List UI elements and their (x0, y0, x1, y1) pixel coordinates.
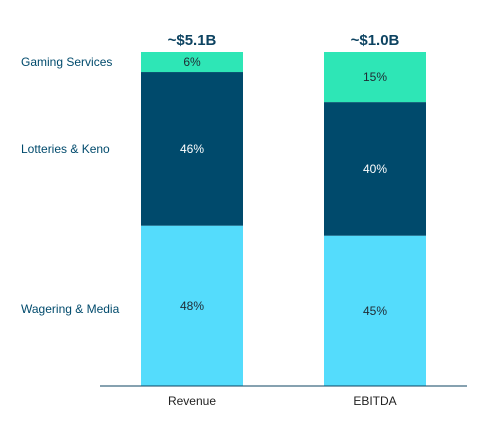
total-label-revenue: ~$5.1B (168, 32, 217, 49)
data-label-ebitda-wagering-media: 45% (363, 304, 387, 318)
bar-segment-ebitda-gaming-services (324, 52, 426, 103)
total-label-ebitda: ~$1.0B (351, 32, 400, 49)
data-label-revenue-wagering-media: 48% (180, 299, 204, 313)
legend-item-wagering-media: Wagering & Media (21, 302, 120, 316)
data-label-ebitda-lotteries-keno: 40% (363, 162, 387, 176)
category-label-ebitda: EBITDA (353, 394, 396, 408)
labels-layer: 48% 46% 6% ~$5.1B Revenue 45% 40% 15% ~$1.0B EBIT… (168, 32, 400, 408)
bars-layer (141, 52, 426, 386)
bar-segment-revenue-lotteries-keno (141, 72, 243, 226)
bar-segment-ebitda-wagering-media (324, 235, 426, 386)
legend-item-lotteries-keno: Lotteries & Keno (21, 142, 110, 156)
legend-layer: Wagering & Media Lotteries & Keno Gaming S… (21, 55, 120, 316)
bar-segment-revenue-wagering-media (141, 225, 243, 386)
bar-segment-revenue-gaming-services (141, 52, 243, 73)
bar-segment-ebitda-lotteries-keno (324, 102, 426, 236)
data-label-revenue-lotteries-keno: 46% (180, 142, 204, 156)
legend-item-gaming-services: Gaming Services (21, 55, 112, 69)
category-label-revenue: Revenue (168, 394, 216, 408)
data-label-ebitda-gaming-services: 15% (363, 70, 387, 84)
data-label-revenue-gaming-services: 6% (183, 55, 201, 69)
